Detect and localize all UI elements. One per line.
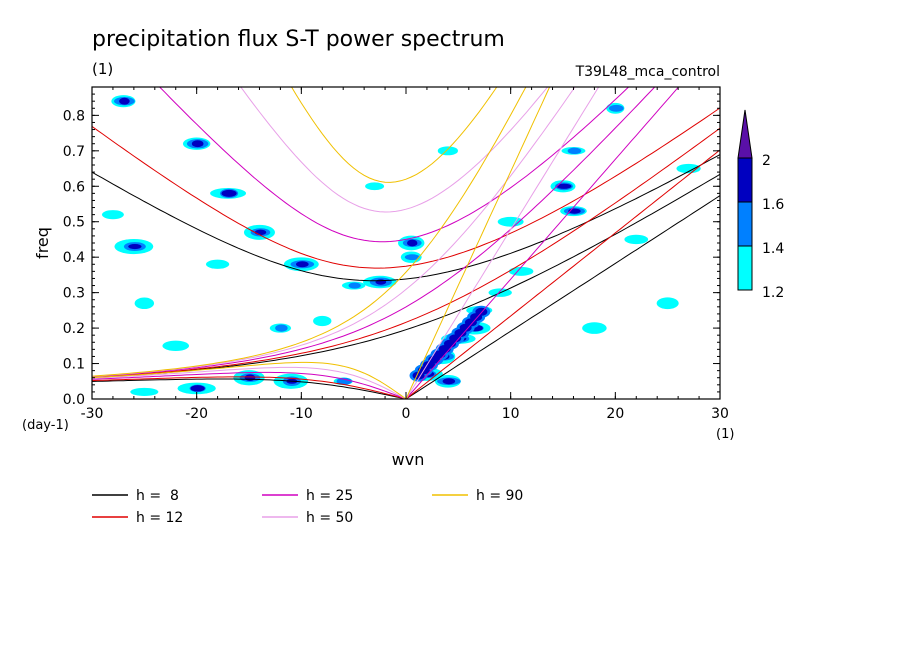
power-region-mid (275, 324, 288, 332)
chart-title: precipitation flux S-T power spectrum (92, 27, 505, 52)
legend-label: h = 90 (476, 488, 523, 504)
mixed-rossby-gravity-curve (92, 127, 720, 378)
power-region-core (119, 97, 130, 105)
mixed-rossby-gravity-curve (92, 87, 576, 377)
power-region-outer (101, 210, 124, 220)
power-region-outer (676, 163, 701, 174)
power-region-outer (313, 315, 332, 327)
y-tick-label: 0.3 (63, 286, 85, 302)
axis-ticks: -30 -20 -10 0 10 20 30 0.0 0.1 0.2 0.3 0.4 0.5 0.6 0.7… (63, 86, 729, 422)
power-region-outer (508, 266, 534, 276)
inertia-gravity-curve (92, 107, 720, 269)
power-region-mid (608, 104, 624, 112)
y-tick-label: 0.4 (63, 250, 85, 266)
rossby-wave-curve (92, 366, 407, 399)
y-tick-label: 0.6 (63, 179, 85, 195)
x-tick-label: 30 (711, 406, 729, 422)
y-tick-label: 0.2 (63, 321, 85, 337)
y-axis-unit: (day-1) (22, 418, 69, 433)
x-tick-label: -20 (185, 406, 208, 422)
subtitle-left: (1) (92, 60, 113, 78)
power-region-core (190, 385, 205, 392)
kelvin-wave-curve (405, 149, 720, 399)
power-region-outer (130, 387, 159, 396)
mixed-rossby-gravity-curve (92, 87, 527, 377)
power-region-core (244, 374, 256, 382)
power-region-mid (336, 377, 352, 385)
subtitle-right: T39L48_mca_control (575, 64, 720, 80)
kelvin-wave-curve (405, 87, 680, 399)
power-region-outer (656, 297, 679, 310)
y-tick-label: 0.7 (63, 144, 85, 160)
mixed-rossby-gravity-curve (92, 87, 656, 378)
power-region-mid (404, 254, 420, 261)
power-region-core (221, 189, 237, 197)
dispersion-curves (92, 87, 720, 399)
kelvin-ridge-core (475, 307, 488, 316)
rossby-wave-curve (92, 371, 407, 399)
x-axis-unit: (1) (716, 427, 734, 442)
power-region-outer (365, 182, 385, 191)
power-region-outer (497, 216, 524, 227)
y-axis-label: freq (33, 227, 52, 259)
colorbar-label: 1.4 (762, 241, 784, 257)
power-region-core (296, 261, 309, 268)
colorbar-label: 1.2 (762, 285, 784, 301)
x-tick-label: 0 (402, 406, 411, 422)
kelvin-wave-curve (405, 87, 551, 399)
power-region-core (191, 140, 204, 148)
power-region-core (254, 229, 267, 236)
power-region-core (442, 378, 456, 385)
power-region-outer (624, 234, 649, 245)
x-axis-label: wvn (392, 450, 425, 469)
inertia-gravity-curve (158, 87, 630, 243)
colorbar-arrow (737, 109, 753, 159)
x-tick-label: -10 (290, 406, 313, 422)
x-tick-label: 10 (502, 406, 520, 422)
power-region-outer (582, 322, 607, 334)
colorbar-label: 2 (762, 153, 771, 169)
legend-label: h = 25 (306, 488, 353, 504)
inertia-gravity-curve (92, 154, 720, 282)
kelvin-wave-curve (405, 87, 600, 399)
power-region-core (128, 244, 142, 250)
colorbar: 1.2 1.4 1.6 2 (737, 109, 784, 301)
y-tick-label: 0.1 (63, 357, 85, 373)
power-region-mid (567, 147, 582, 154)
rossby-wave-curve (92, 378, 407, 399)
y-tick-label: 0.5 (63, 215, 85, 231)
y-tick-label: 0.8 (63, 108, 85, 124)
power-region-mid (348, 282, 361, 289)
y-tick-label: 0.0 (63, 392, 85, 408)
colorbar-label: 1.6 (762, 197, 784, 213)
power-region-core (406, 239, 418, 247)
legend: h = 8 h = 12 h = 25 h = 50 h = 90 (92, 488, 523, 526)
legend-label: h = 8 (136, 488, 179, 504)
power-region-outer (162, 340, 190, 352)
power-region-core (556, 183, 572, 189)
power-region-outer (134, 297, 155, 310)
power-region-outer (205, 259, 230, 269)
inertia-gravity-curve (290, 87, 498, 183)
colorbar-segment (737, 245, 753, 291)
x-tick-label: 20 (606, 406, 624, 422)
colorbar-segment (737, 157, 753, 203)
inertia-gravity-curve (240, 87, 549, 213)
x-tick-label: -30 (81, 406, 104, 422)
colorbar-segment (737, 201, 753, 247)
legend-label: h = 50 (306, 510, 353, 526)
kelvin-wave-curve (405, 195, 720, 399)
legend-label: h = 12 (136, 510, 183, 526)
rossby-wave-curve (92, 376, 407, 399)
rossby-wave-curve (92, 361, 407, 399)
power-region-outer (437, 146, 458, 156)
